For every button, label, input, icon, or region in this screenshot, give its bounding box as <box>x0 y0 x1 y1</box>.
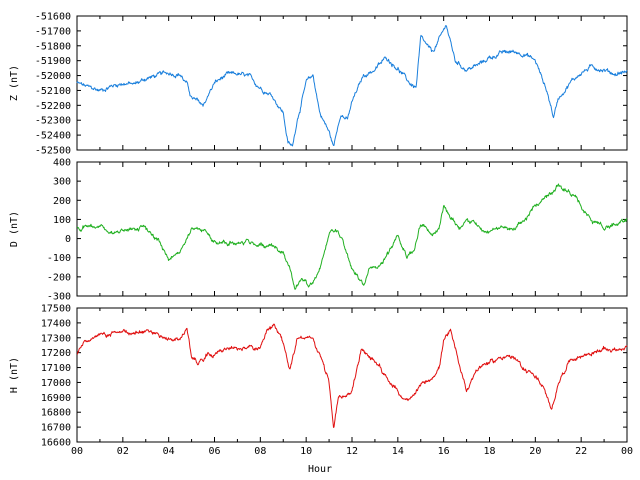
y-tick-label-z: -51700 <box>35 26 71 37</box>
y-tick-label-h: 16600 <box>41 438 71 449</box>
y-tick-label-h: 16800 <box>41 408 71 419</box>
series-line-h <box>76 323 628 428</box>
y-tick-label-z: -51600 <box>35 12 71 23</box>
y-tick-label-z: -52200 <box>35 101 71 112</box>
x-tick-label: 00 <box>71 446 83 457</box>
y-tick-label-d: 0 <box>65 234 71 245</box>
y-tick-label-d: 300 <box>53 177 71 188</box>
y-axis-title-d: D (nT) <box>9 211 20 247</box>
y-tick-label-h: 16900 <box>41 393 71 404</box>
panel-h: 16600 16700 16800 16900 17000 17100 17200 17300… <box>9 304 633 458</box>
y-tick-label-z: -52300 <box>35 116 71 127</box>
y-tick-label-d: -300 <box>47 292 71 303</box>
y-tick-label-h: 17000 <box>41 378 71 389</box>
x-tick-label: 00 <box>621 446 633 457</box>
y-tick-label-d: 100 <box>53 215 71 226</box>
y-tick-label-h: 16700 <box>41 423 71 434</box>
y-tick-label-d: -200 <box>47 272 71 283</box>
y-tick-label-z: -52100 <box>35 86 71 97</box>
y-tick-label-h: 17400 <box>41 318 71 329</box>
x-tick-label: 06 <box>208 446 220 457</box>
y-tick-label-z: -52000 <box>35 71 71 82</box>
x-tick-label: 04 <box>163 446 175 457</box>
panel-frame-d <box>76 161 628 297</box>
y-tick-label-h: 17100 <box>41 363 71 374</box>
x-tick-label: 22 <box>575 446 587 457</box>
x-tick-label: 16 <box>438 446 450 457</box>
y-tick-label-z: -52500 <box>35 146 71 157</box>
y-tick-label-z: -51900 <box>35 56 71 67</box>
series-line-d <box>76 183 628 290</box>
x-tick-label: 18 <box>483 446 495 457</box>
x-axis-title: Hour <box>308 464 332 475</box>
y-tick-label-d: 200 <box>53 196 71 207</box>
x-tick-label: 12 <box>346 446 358 457</box>
x-tick-label: 02 <box>117 446 129 457</box>
x-tick-label: 20 <box>529 446 541 457</box>
y-tick-label-h: 17200 <box>41 348 71 359</box>
y-tick-label-z: -51800 <box>35 41 71 52</box>
y-tick-label-d: 400 <box>53 158 71 169</box>
y-tick-label-h: 17500 <box>41 304 71 315</box>
x-tick-label: 10 <box>300 446 312 457</box>
y-axis-title-h: H (nT) <box>9 357 20 393</box>
x-tick-label: 14 <box>392 446 404 457</box>
panel-frame-h <box>76 307 628 443</box>
panel-z: -52500 -52400 -52300 -52200 -52100 -52000 -519… <box>9 12 628 157</box>
series-line-z <box>76 25 628 147</box>
y-tick-label-d: -100 <box>47 253 71 264</box>
y-axis-title-z: Z (nT) <box>9 65 20 101</box>
panel-d: -300 -200 -100 0 100 200 300 400 D (nT) <box>9 158 628 303</box>
y-tick-label-h: 17300 <box>41 333 71 344</box>
x-tick-label: 08 <box>254 446 266 457</box>
y-tick-label-z: -52400 <box>35 131 71 142</box>
